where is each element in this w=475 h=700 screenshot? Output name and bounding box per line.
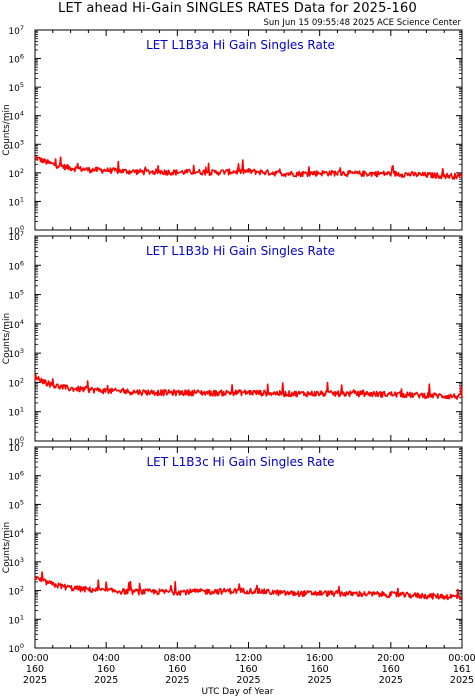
x-tick-label: 2025 — [236, 675, 260, 686]
panel-title: LET L1B3a Hi Gain Singles Rate — [146, 38, 335, 52]
y-axis-label: Counts/min — [2, 104, 12, 155]
y-tick-label: 103 — [8, 138, 24, 151]
chart-title: LET ahead Hi-Gain SINGLES RATES Data for… — [58, 1, 417, 16]
data-line — [34, 571, 463, 601]
y-axis-label: Counts/min — [2, 522, 12, 573]
y-tick-label: 102 — [8, 167, 24, 180]
x-tick-label: 00:00 — [21, 653, 48, 664]
panel-frame — [34, 235, 463, 442]
y-tick-label: 107 — [8, 230, 24, 243]
x-tick-label: 08:00 — [164, 653, 191, 664]
y-tick-label: 100 — [8, 224, 24, 237]
y-tick-label: 101 — [8, 613, 24, 626]
x-tick-label: 161 — [453, 664, 471, 675]
panel-frame — [34, 29, 463, 231]
x-tick-label: 2025 — [165, 675, 189, 686]
y-tick-label: 106 — [8, 53, 24, 66]
panel-title: LET L1B3c Hi Gain Singles Rate — [146, 455, 334, 469]
data-line — [34, 373, 463, 400]
y-tick-label: 103 — [8, 556, 24, 569]
y-tick-label: 104 — [8, 110, 24, 123]
x-tick-label: 2025 — [94, 675, 118, 686]
y-tick-label: 102 — [8, 585, 24, 598]
x-axis-label: UTC Day of Year — [201, 687, 274, 697]
y-tick-label: 104 — [8, 318, 24, 331]
x-tick-label: 160 — [311, 664, 329, 675]
x-tick-label: 160 — [168, 664, 186, 675]
x-tick-label: 160 — [382, 664, 400, 675]
y-axis-label: Counts/min — [2, 313, 12, 364]
x-tick-label: 2025 — [450, 675, 474, 686]
x-tick-label: 2025 — [308, 675, 332, 686]
y-tick-label: 101 — [8, 406, 24, 419]
x-tick-label: 04:00 — [92, 653, 119, 664]
y-tick-label: 101 — [8, 195, 24, 208]
x-tick-label: 2025 — [379, 675, 403, 686]
y-tick-label: 100 — [8, 642, 24, 655]
y-tick-label: 100 — [8, 435, 24, 448]
x-tick-label: 16:00 — [306, 653, 333, 664]
y-tick-label: 105 — [8, 498, 24, 511]
x-tick-label: 00:00 — [448, 653, 475, 664]
x-tick-label: 20:00 — [377, 653, 404, 664]
x-tick-label: 160 — [97, 664, 115, 675]
x-tick-label: 12:00 — [235, 653, 262, 664]
x-tick-label: 160 — [239, 664, 257, 675]
y-tick-label: 103 — [8, 347, 24, 360]
y-tick-label: 106 — [8, 470, 24, 483]
y-tick-label: 107 — [8, 441, 24, 454]
x-tick-label: 2025 — [23, 675, 47, 686]
y-tick-label: 105 — [8, 289, 24, 302]
x-tick-label: 160 — [26, 664, 44, 675]
timestamp: Sun Jun 15 09:55:48 2025 ACE Science Cen… — [263, 18, 461, 28]
panel-frame — [34, 446, 463, 649]
panel-title: LET L1B3b Hi Gain Singles Rate — [146, 244, 335, 258]
y-tick-label: 107 — [8, 24, 24, 37]
y-tick-label: 106 — [8, 259, 24, 272]
data-line — [34, 155, 463, 180]
y-tick-label: 102 — [8, 376, 24, 389]
y-tick-label: 104 — [8, 527, 24, 540]
y-tick-label: 105 — [8, 81, 24, 94]
